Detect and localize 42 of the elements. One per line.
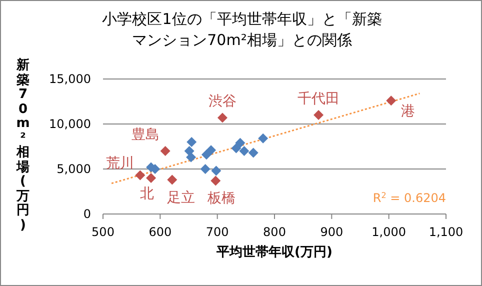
annotation: 板橋 xyxy=(206,190,236,207)
point xyxy=(160,146,170,156)
point xyxy=(186,152,196,162)
point xyxy=(248,148,258,158)
annotation: 北 xyxy=(140,186,154,202)
point xyxy=(386,96,396,106)
point xyxy=(217,112,228,123)
x-axis-title: 平均世帯年収(万円) xyxy=(216,245,332,260)
annotation: 港 xyxy=(401,104,416,120)
annotation: 千代田 xyxy=(298,91,340,107)
x-tick-label: 900 xyxy=(320,225,344,239)
annotation: 渋谷 xyxy=(208,94,236,110)
point xyxy=(206,145,216,156)
y-tick-label: 15,000 xyxy=(49,72,91,86)
point xyxy=(211,166,222,176)
point xyxy=(146,173,156,183)
point xyxy=(235,138,246,148)
point xyxy=(210,176,221,186)
point xyxy=(239,146,250,156)
y-tick-label: 0 xyxy=(83,207,91,221)
annotation: 足立 xyxy=(167,190,196,206)
point xyxy=(135,170,146,180)
x-tick-label: 800 xyxy=(263,225,286,239)
point xyxy=(258,133,268,144)
x-tick-label: 1,100 xyxy=(428,225,464,239)
point xyxy=(201,150,212,160)
y-tick-label: 5,000 xyxy=(56,162,91,176)
point xyxy=(231,143,242,154)
point xyxy=(200,164,210,174)
point xyxy=(167,174,178,185)
chart-title: 小学校区1位の「平均世帯年収」と「新築マンション70m²相場」との関係 xyxy=(101,9,383,51)
x-tick-label: 600 xyxy=(148,225,172,239)
y-tick-label: 10,000 xyxy=(49,117,91,131)
x-tick-label: 700 xyxy=(206,225,229,239)
annotation: 荒川 xyxy=(106,155,134,172)
x-tick-label: 500 xyxy=(92,225,114,239)
annotation: R$^{2}$ = 0.6204 xyxy=(372,190,446,205)
point xyxy=(186,137,197,147)
x-tick-label: 1,000 xyxy=(372,225,406,239)
annotation: 豊島 xyxy=(131,127,160,143)
text: 新築70m²相場(万円) xyxy=(16,58,30,232)
point xyxy=(314,110,324,120)
